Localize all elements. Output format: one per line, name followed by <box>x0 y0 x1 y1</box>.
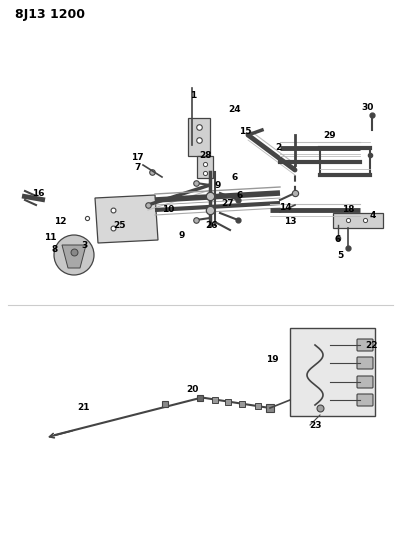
Text: 5: 5 <box>337 251 343 260</box>
FancyBboxPatch shape <box>357 394 373 406</box>
FancyBboxPatch shape <box>290 328 375 416</box>
Text: 9: 9 <box>215 181 221 190</box>
Text: 4: 4 <box>370 211 376 220</box>
Text: 6: 6 <box>335 236 341 245</box>
FancyBboxPatch shape <box>357 339 373 351</box>
Circle shape <box>54 235 94 275</box>
Text: 16: 16 <box>32 189 44 198</box>
Text: 23: 23 <box>309 421 321 430</box>
Text: 6: 6 <box>237 190 243 199</box>
FancyBboxPatch shape <box>197 156 213 178</box>
Polygon shape <box>95 195 158 243</box>
Text: 8: 8 <box>52 246 58 254</box>
Text: 3: 3 <box>81 240 87 249</box>
Text: 30: 30 <box>362 103 374 112</box>
Text: 18: 18 <box>342 206 354 214</box>
Text: 26: 26 <box>206 221 218 230</box>
FancyBboxPatch shape <box>357 357 373 369</box>
Text: 17: 17 <box>131 152 143 161</box>
Text: 10: 10 <box>162 206 174 214</box>
Text: 1: 1 <box>190 91 196 100</box>
Text: 9: 9 <box>179 230 185 239</box>
Text: 8J13 1200: 8J13 1200 <box>15 8 85 21</box>
Text: 12: 12 <box>54 217 66 227</box>
FancyBboxPatch shape <box>357 376 373 388</box>
Text: 29: 29 <box>324 131 336 140</box>
Text: 19: 19 <box>266 356 278 365</box>
FancyBboxPatch shape <box>333 213 383 228</box>
Polygon shape <box>62 245 86 268</box>
Text: 13: 13 <box>284 217 296 227</box>
Text: 15: 15 <box>239 127 251 136</box>
Text: 25: 25 <box>114 221 126 230</box>
Text: 2: 2 <box>275 143 281 152</box>
Text: 28: 28 <box>199 150 211 159</box>
FancyBboxPatch shape <box>188 118 210 156</box>
Text: 20: 20 <box>186 385 198 394</box>
Text: 22: 22 <box>366 341 378 350</box>
Text: 7: 7 <box>135 164 141 173</box>
Text: 6: 6 <box>232 174 238 182</box>
Text: 27: 27 <box>222 198 234 207</box>
Text: 11: 11 <box>44 233 56 243</box>
Text: 24: 24 <box>229 106 241 115</box>
Text: 14: 14 <box>279 204 291 213</box>
Text: 21: 21 <box>77 403 89 413</box>
